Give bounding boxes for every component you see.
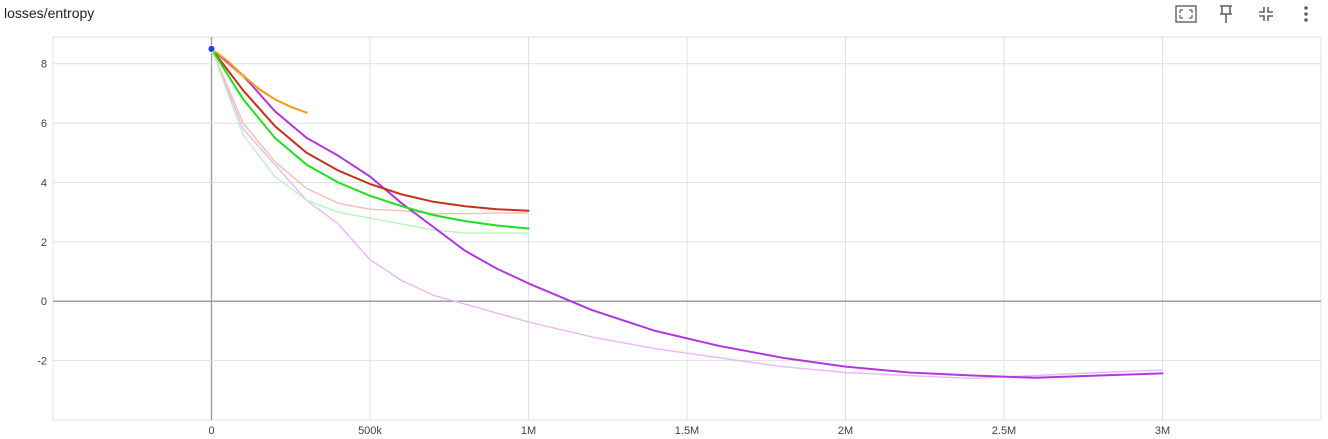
- y-tick-label: 6: [41, 118, 47, 130]
- series-4-smoothed-line[interactable]: [210, 47, 308, 114]
- x-tick-label: 1.5M: [675, 425, 699, 437]
- pin-icon: [1220, 5, 1232, 23]
- hover-point[interactable]: [207, 44, 216, 53]
- series-1-raw-line: [210, 48, 1163, 380]
- series-2-raw-line: [210, 48, 529, 215]
- series-3-smoothed-line[interactable]: [210, 47, 530, 230]
- series-2-smoothed-line[interactable]: [210, 47, 530, 212]
- x-tick-label: 2M: [838, 425, 853, 437]
- collapse-icon: [1259, 7, 1273, 21]
- pin-button[interactable]: [1210, 2, 1242, 26]
- x-tick-label: 500k: [358, 425, 382, 437]
- card-toolbar: [1170, 2, 1322, 26]
- series-1-smoothed-line[interactable]: [210, 47, 1164, 379]
- fit-domain-icon: [1175, 5, 1197, 23]
- more-button[interactable]: [1290, 2, 1322, 26]
- y-tick-label: 0: [41, 296, 47, 308]
- x-tick-label: 1M: [521, 425, 536, 437]
- more-vert-icon: [1304, 6, 1308, 22]
- x-tick-label: 0: [208, 425, 214, 437]
- card-title: losses/entropy: [4, 5, 95, 21]
- x-tick-label: 3M: [1155, 425, 1170, 437]
- x-tick-label: 2.5M: [992, 425, 1016, 437]
- y-tick-label: 2: [41, 237, 47, 249]
- collapse-button[interactable]: [1250, 2, 1282, 26]
- y-tick-label: -2: [37, 356, 47, 368]
- fit-domain-button[interactable]: [1170, 2, 1202, 26]
- series-3-raw-line: [210, 48, 529, 234]
- y-tick-label: 8: [41, 59, 47, 71]
- y-tick-label: 4: [41, 177, 47, 189]
